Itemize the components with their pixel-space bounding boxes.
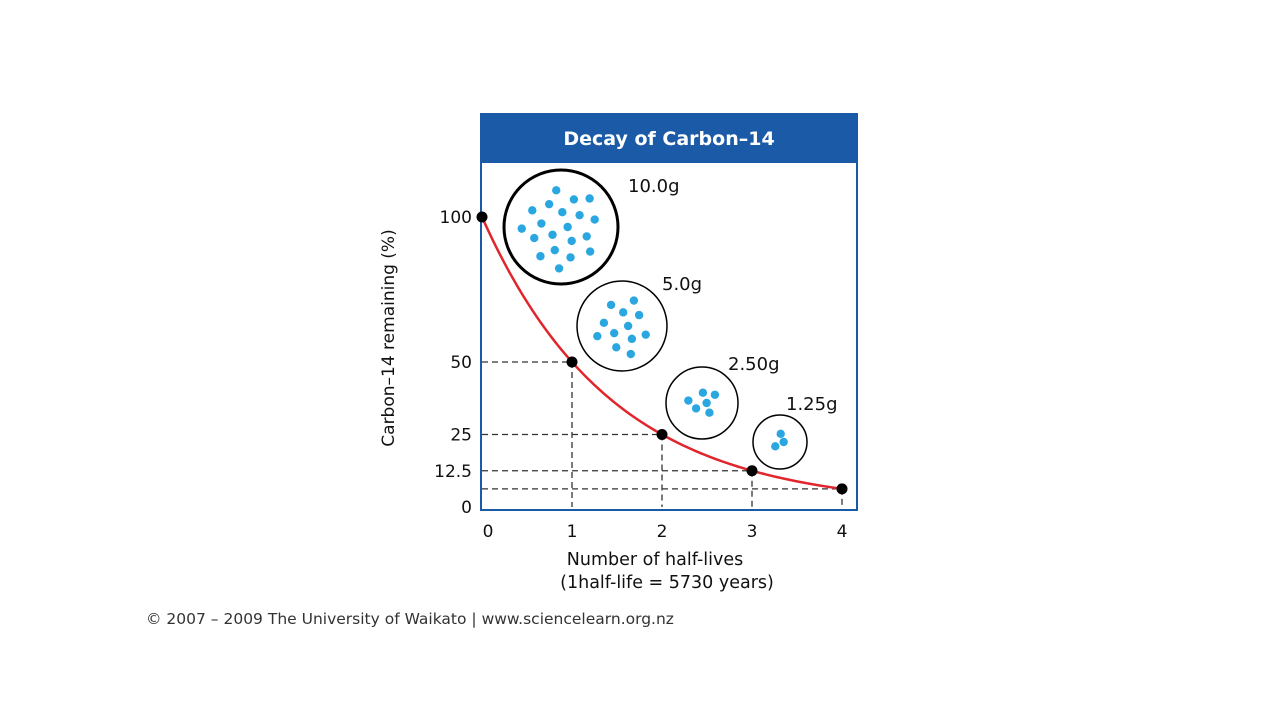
carbon-particle [705,408,714,417]
data-point [836,483,848,495]
carbon-particle [691,404,701,413]
carbon-particle [609,328,619,338]
sample-2: 5.0g [576,274,702,372]
chart-title: Decay of Carbon–14 [482,115,856,163]
data-point [566,356,578,368]
carbon-particle [776,429,785,439]
carbon-particle [582,232,591,241]
carbon-particle [590,215,599,224]
guide-lines [482,361,843,507]
carbon-particle [634,310,644,320]
carbon-particle [585,194,594,203]
carbon-particle [517,224,526,233]
x-tick-label: 0 [483,522,494,542]
sample-3: 2.50g [665,354,780,440]
y-axis-label: Carbon–14 remaining (%) [379,229,399,446]
sample-mass-label: 5.0g [662,274,702,295]
sample-circle [665,366,739,440]
sample-mass-label: 1.25g [786,394,838,415]
carbon-particle [567,236,576,246]
carbon-particle [623,321,633,331]
carbon-particle [710,390,720,399]
carbon-particle [548,230,557,239]
carbon-particle [544,199,554,209]
sample-mass-label: 2.50g [728,354,780,375]
y-tick-labels: 100 50 25 12.5 0 [434,208,472,518]
carbon-particle [612,343,621,352]
y-tick-label: 0 [461,498,472,518]
carbon-particle [530,233,539,243]
x-tick-label: 3 [747,522,758,542]
x-tick-labels: 0 1 2 3 4 [483,522,848,542]
x-axis-sublabel: (1half-life = 5730 years) [560,573,774,593]
x-tick-label: 1 [567,522,578,542]
carbon-particle [698,388,708,397]
carbon-particle [641,330,650,339]
data-point [476,211,488,223]
carbon-particle [585,247,595,256]
carbon-particle [702,398,711,408]
carbon-particle [558,208,567,217]
sample-1: 10.0g [502,168,680,286]
carbon-particle [779,437,788,447]
sample-mass-label: 10.0g [628,176,680,197]
sample-4: 1.25g [752,394,838,470]
carbon-particle [536,252,545,261]
x-axis-label: Number of half-lives [567,550,743,570]
carbon-particle [566,253,575,262]
carbon-particle [537,219,546,228]
sample-circle [576,280,668,372]
carbon-particle [575,210,584,220]
carbon-particle [569,195,579,204]
copyright-credit: © 2007 – 2009 The University of Waikato … [146,610,674,628]
carbon-particle [593,331,602,341]
carbon-particle [563,222,572,232]
carbon-particle [599,318,609,328]
data-point [656,429,668,440]
x-tick-label: 2 [657,522,668,542]
carbon-particle [550,245,559,255]
carbon-particle [552,186,561,195]
data-points [476,211,848,495]
sample-circles: 10.0g 5.0g 2.50g 1.25g [502,168,838,470]
carbon-particle [771,442,780,451]
carbon-particle [629,296,639,305]
data-point [746,465,758,477]
carbon-particle [554,264,564,273]
carbon-particle [618,308,628,317]
y-tick-label: 12.5 [434,462,472,482]
carbon-particle [684,396,693,405]
carbon-particle [606,300,616,310]
y-tick-label: 50 [450,353,472,373]
carbon-particle [627,334,637,344]
x-tick-label: 4 [837,522,848,542]
carbon-particle [528,206,537,215]
y-tick-label: 100 [440,208,472,228]
y-tick-label: 25 [450,426,472,446]
carbon-particle [626,349,635,359]
